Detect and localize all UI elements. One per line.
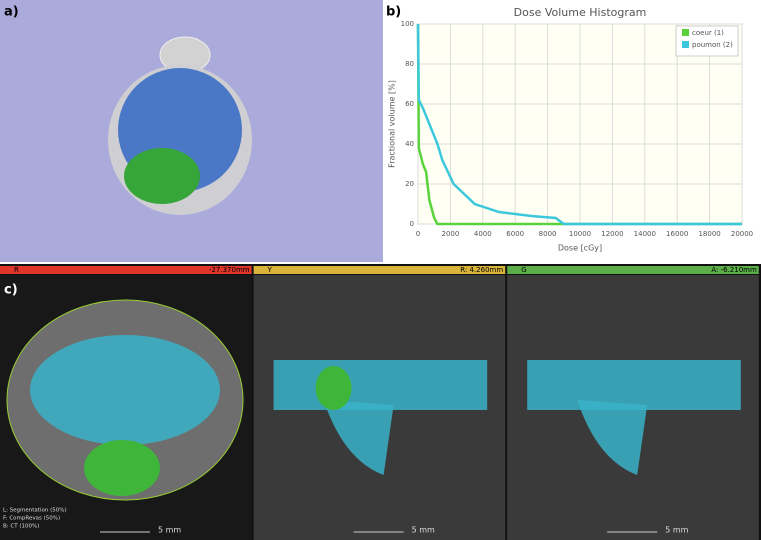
- x-tick-label: 20000: [731, 230, 753, 238]
- ct-heart: [315, 366, 352, 410]
- view-offset: A: -6.210mm: [711, 266, 757, 274]
- overlay-text: L: Segmentation (50%): [3, 508, 67, 514]
- ct-lung: [577, 400, 648, 475]
- scale-label: 5 mm: [158, 526, 181, 535]
- ct-lung: [273, 360, 488, 410]
- view-offset: R: 4.260mm: [460, 266, 503, 274]
- x-tick-label: 12000: [601, 230, 623, 238]
- x-tick-label: 16000: [666, 230, 688, 238]
- overlay-text: B: CT (100%): [3, 524, 39, 530]
- x-tick-label: 14000: [634, 230, 656, 238]
- x-axis-label: Dose [cGy]: [558, 244, 602, 253]
- render-shape: [124, 148, 200, 204]
- x-tick-label: 6000: [506, 230, 524, 238]
- ct-lung: [527, 360, 741, 410]
- scale-label: 5 mm: [665, 526, 688, 535]
- legend-swatch: [682, 29, 689, 36]
- x-tick-label: 8000: [539, 230, 557, 238]
- x-tick-label: 2000: [441, 230, 459, 238]
- scale-label: 5 mm: [412, 526, 435, 535]
- view-letter: G: [521, 266, 526, 274]
- y-axis-label: Fractional volume [%]: [388, 80, 397, 168]
- ct-lung: [323, 400, 394, 475]
- legend-label: coeur (1): [692, 29, 724, 37]
- y-tick-label: 100: [401, 20, 414, 28]
- legend-label: poumon (2): [692, 41, 733, 49]
- series-line: [416, 23, 742, 226]
- view-letter: R: [14, 266, 19, 274]
- view-letter: Y: [267, 266, 273, 274]
- view-header: [253, 266, 506, 274]
- panel-label: c): [4, 283, 18, 298]
- view-offset: -27.370mm: [209, 266, 250, 274]
- view-header: [507, 266, 759, 274]
- x-tick-label: 18000: [698, 230, 720, 238]
- y-tick-label: 60: [405, 100, 414, 108]
- y-tick-label: 20: [405, 180, 414, 188]
- y-tick-label: 80: [405, 60, 414, 68]
- x-tick-label: 10000: [569, 230, 591, 238]
- panel-label: a): [4, 5, 19, 20]
- x-tick-label: 4000: [474, 230, 492, 238]
- y-tick-label: 40: [405, 140, 414, 148]
- legend-swatch: [682, 41, 689, 48]
- ct-lung: [30, 335, 220, 445]
- view-header: [0, 266, 252, 274]
- chart-title: Dose Volume Histogram: [514, 6, 647, 19]
- overlay-text: F: CompRevas (50%): [3, 516, 60, 522]
- x-tick-label: 0: [416, 230, 420, 238]
- panel-label: b): [386, 5, 401, 20]
- ct-heart: [84, 440, 160, 496]
- series-line: [416, 23, 742, 226]
- y-tick-label: 0: [410, 220, 414, 228]
